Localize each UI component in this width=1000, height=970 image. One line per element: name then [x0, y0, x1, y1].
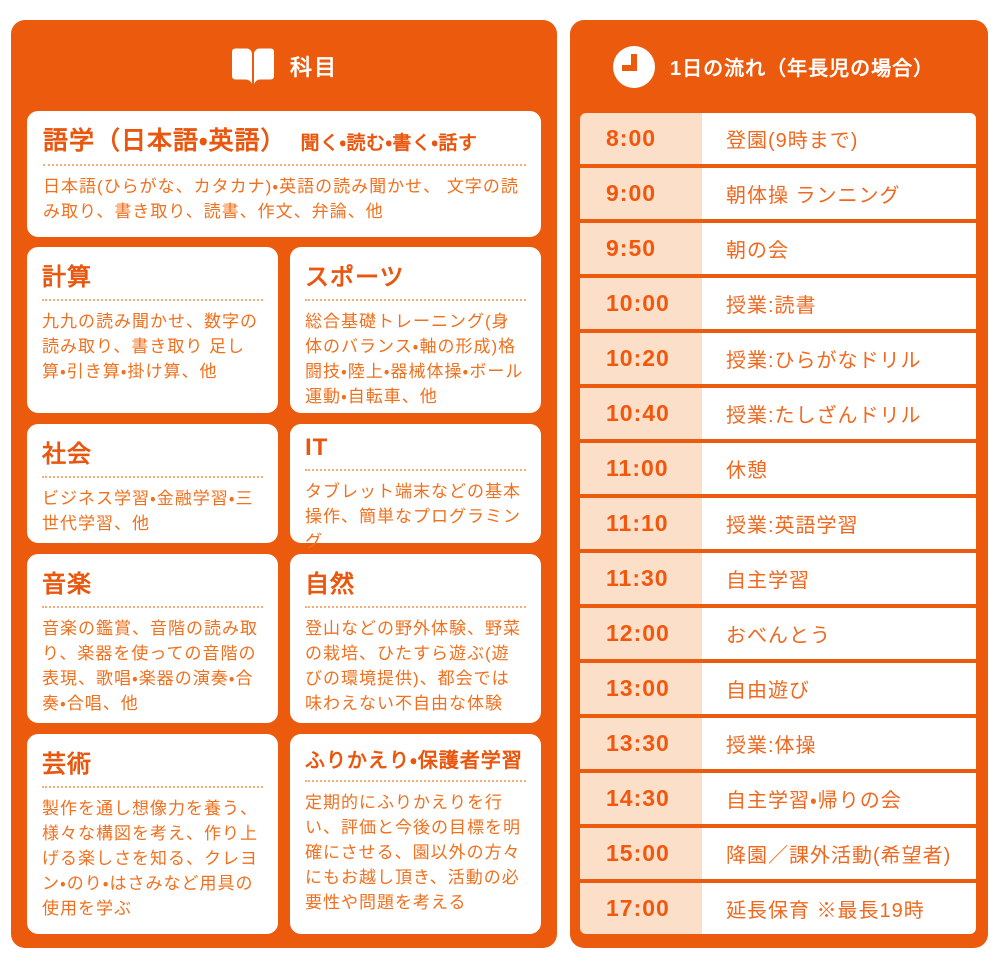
schedule-activity: 登園(9時まで)	[702, 113, 976, 164]
schedule-row-1000: 10:00 授業:読書	[580, 278, 976, 329]
schedule-row-1700: 17:00 延長保育 ※最長19時	[580, 883, 976, 934]
subject-card-social-title: 社会	[42, 441, 92, 468]
schedule-row-1300: 13:00 自由遊び	[580, 663, 976, 714]
subject-card-music: 音楽 音楽の鑑賞、音階の読み取り、楽器を使っての音階の表現、歌唱・楽器の演奏・合…	[27, 554, 278, 723]
subject-card-language-body: 日本語(ひらがな、カタカナ)・英語の読み聞かせ、 文字の読み取り、書き取り、読書…	[43, 177, 519, 221]
clock-icon	[612, 45, 656, 89]
subject-card-math: 計算 九九の読み聞かせ、数字の読み取り、書き取り 足し算・引き算・掛け算、他	[27, 247, 278, 413]
subject-card-grid: 計算 九九の読み聞かせ、数字の読み取り、書き取り 足し算・引き算・掛け算、他 ス…	[27, 247, 541, 934]
subject-card-music-title: 音楽	[42, 571, 92, 598]
schedule-row-1020: 10:20 授業:ひらがなドリル	[580, 333, 976, 384]
schedule-row-1330: 13:30 授業:体操	[580, 718, 976, 769]
subject-card-nature-head: 自然	[305, 564, 526, 608]
subject-card-language-title: 語学（日本語・英語）	[43, 127, 287, 155]
schedule-panel: 1日の流れ（年長児の場合） 8:00 登園(9時まで) 9:00 朝体操 ランニ…	[570, 20, 988, 948]
subject-card-it-body: タブレット端末などの基本操作、簡単なプログラミング	[305, 482, 521, 551]
schedule-activity: 朝の会	[702, 223, 976, 274]
schedule-activity: 授業:英語学習	[702, 498, 976, 549]
book-icon	[230, 46, 276, 86]
subject-card-nature-body: 登山などの野外体験、野菜の栽培、ひたすら遊ぶ(遊びの環境提供)、都会では味わえな…	[305, 619, 521, 713]
schedule-time: 15:00	[580, 828, 702, 879]
schedule-activity: 自主学習・帰りの会	[702, 773, 976, 824]
schedule-activity: 自主学習	[702, 553, 976, 604]
schedule-activity: 朝体操 ランニング	[702, 168, 976, 219]
schedule-activity: 授業:読書	[702, 278, 976, 329]
subject-card-social: 社会 ビジネス学習・金融学習・三世代学習、他	[27, 424, 278, 543]
schedule-time: 8:00	[580, 113, 702, 164]
schedule-header: 1日の流れ（年長児の場合）	[580, 20, 976, 113]
subject-card-review: ふりかえり・保護者学習 定期的にふりかえりを行い、評価と今後の目標を明確にさせる…	[290, 734, 541, 934]
schedule-activity: 降園／課外活動(希望者)	[702, 828, 976, 879]
schedule-time: 12:00	[580, 608, 702, 659]
schedule-time: 17:00	[580, 883, 702, 934]
subject-card-language-subtitle: 聞く・読む・書く・話す	[300, 133, 478, 154]
subject-card-sports-body: 総合基礎トレーニング(身体のバランス・軸の形成)格闘技・陸上・器械体操・ボール運…	[305, 312, 524, 406]
subject-card-music-body: 音楽の鑑賞、音階の読み取り、楽器を使っての音階の表現、歌唱・楽器の演奏・合奏・合…	[42, 619, 258, 713]
schedule-row-1110: 11:10 授業:英語学習	[580, 498, 976, 549]
schedule-activity: おべんとう	[702, 608, 976, 659]
schedule-row-0800: 8:00 登園(9時まで)	[580, 113, 976, 164]
subjects-panel-title: 科目	[289, 54, 338, 80]
subject-card-music-head: 音楽	[42, 564, 263, 608]
subject-card-sports: スポーツ 総合基礎トレーニング(身体のバランス・軸の形成)格闘技・陸上・器械体操…	[290, 247, 541, 413]
subjects-header: 科目	[27, 20, 541, 111]
schedule-time: 9:50	[580, 223, 702, 274]
subject-card-art-head: 芸術	[42, 744, 263, 788]
subject-card-social-body: ビジネス学習・金融学習・三世代学習、他	[42, 489, 254, 533]
subject-card-social-head: 社会	[42, 434, 263, 478]
subject-card-math-title: 計算	[42, 264, 92, 291]
subject-card-sports-title: スポーツ	[305, 264, 405, 291]
subject-card-review-body: 定期的にふりかえりを行い、評価と今後の目標を明確にさせる、園以外の方々にもお越し…	[305, 793, 521, 912]
subject-card-it-title: IT	[305, 434, 329, 461]
subject-card-art: 芸術 製作を通し想像力を養う、様々な構図を考え、作り上げる楽しさを知る、クレヨン…	[27, 734, 278, 934]
schedule-time: 10:20	[580, 333, 702, 384]
schedule-time: 11:30	[580, 553, 702, 604]
subject-card-nature-title: 自然	[305, 571, 355, 598]
schedule-time: 9:00	[580, 168, 702, 219]
schedule-panel-title: 1日の流れ（年長児の場合）	[670, 58, 935, 80]
subject-card-nature: 自然 登山などの野外体験、野菜の栽培、ひたすら遊ぶ(遊びの環境提供)、都会では味…	[290, 554, 541, 723]
schedule-row-0900: 9:00 朝体操 ランニング	[580, 168, 976, 219]
schedule-time: 10:40	[580, 388, 702, 439]
schedule-activity: 授業:体操	[702, 718, 976, 769]
schedule-activity: 授業:ひらがなドリル	[702, 333, 976, 384]
subject-card-art-body: 製作を通し想像力を養う、様々な構図を考え、作り上げる楽しさを知る、クレヨン・のり…	[42, 799, 258, 918]
subject-card-review-title: ふりかえり・保護者学習	[305, 750, 523, 772]
schedule-row-1430: 14:30 自主学習・帰りの会	[580, 773, 976, 824]
schedule-activity: 自由遊び	[702, 663, 976, 714]
subject-card-it-head: IT	[305, 434, 526, 471]
subject-card-math-body: 九九の読み聞かせ、数字の読み取り、書き取り 足し算・引き算・掛け算、他	[42, 312, 258, 381]
subject-card-language-head: 語学（日本語・英語） 聞く・読む・書く・話す	[43, 121, 526, 166]
schedule-activity: 延長保育 ※最長19時	[702, 883, 976, 934]
schedule-time: 13:00	[580, 663, 702, 714]
subject-card-it: IT タブレット端末などの基本操作、簡単なプログラミング	[290, 424, 541, 551]
schedule-time: 14:30	[580, 773, 702, 824]
subject-card-language: 語学（日本語・英語） 聞く・読む・書く・話す 日本語(ひらがな、カタカナ)・英語…	[27, 111, 541, 237]
subject-card-review-head: ふりかえり・保護者学習	[305, 744, 526, 782]
schedule-time: 13:30	[580, 718, 702, 769]
schedule-row-1100: 11:00 休憩	[580, 443, 976, 494]
schedule-activity: 授業:たしざんドリル	[702, 388, 976, 439]
schedule-row-0950: 9:50 朝の会	[580, 223, 976, 274]
subject-card-math-head: 計算	[42, 257, 263, 301]
schedule-row-1500: 15:00 降園／課外活動(希望者)	[580, 828, 976, 879]
schedule-row-1130: 11:30 自主学習	[580, 553, 976, 604]
schedule-table: 8:00 登園(9時まで) 9:00 朝体操 ランニング 9:50 朝の会 10…	[580, 113, 976, 934]
schedule-time: 11:10	[580, 498, 702, 549]
schedule-time: 11:00	[580, 443, 702, 494]
schedule-row-1040: 10:40 授業:たしざんドリル	[580, 388, 976, 439]
subjects-panel: 科目 語学（日本語・英語） 聞く・読む・書く・話す 日本語(ひらがな、カタカナ)…	[11, 20, 557, 948]
subject-card-art-title: 芸術	[42, 751, 92, 778]
schedule-time: 10:00	[580, 278, 702, 329]
subject-card-sports-head: スポーツ	[305, 257, 526, 301]
schedule-activity: 休憩	[702, 443, 976, 494]
schedule-row-1200: 12:00 おべんとう	[580, 608, 976, 659]
